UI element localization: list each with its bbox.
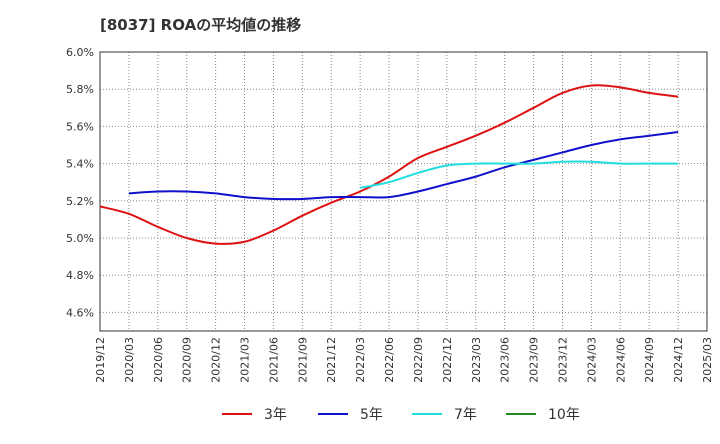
y-tick-label: 4.6% (66, 306, 94, 319)
y-tick-label: 5.8% (66, 83, 94, 96)
y-axis-ticks: 4.6% 4.8% 5.0% 5.2% 5.4% 5.6% 5.8% 6.0% (66, 46, 94, 319)
series-line-1 (128, 130, 679, 201)
x-tick-label: 2020/12 (210, 337, 223, 383)
series-lines (99, 84, 679, 245)
x-tick-label: 2023/06 (499, 337, 512, 383)
x-tick-label: 2019/12 (94, 337, 107, 383)
x-axis-ticks: 2019/12 2020/03 2020/06 2020/09 2020/12 2021/… (94, 337, 714, 383)
x-tick-label: 2021/12 (325, 337, 338, 383)
y-tick-label: 5.0% (66, 232, 94, 245)
legend-label-3: 10年 (548, 407, 580, 423)
x-tick-label: 2025/03 (701, 337, 714, 383)
x-tick-label: 2021/03 (239, 337, 252, 383)
x-tick-label: 2023/12 (556, 337, 569, 383)
x-tick-label: 2023/03 (470, 337, 483, 383)
x-tick-label: 2022/06 (383, 337, 396, 383)
x-tick-label: 2020/03 (123, 337, 136, 383)
legend-label-1: 5年 (360, 407, 383, 423)
chart-title: [8037] ROAの平均値の推移 (100, 16, 302, 34)
x-tick-label: 2020/06 (152, 337, 165, 383)
plot-frame (99, 51, 708, 332)
series-line-0 (99, 84, 679, 245)
x-tick-label: 2024/03 (585, 337, 598, 383)
x-tick-label: 2021/06 (267, 337, 280, 383)
x-tick-label: 2022/03 (354, 337, 367, 383)
legend-label-0: 3年 (264, 407, 287, 423)
x-tick-label: 2024/06 (614, 337, 627, 383)
x-tick-label: 2020/09 (181, 337, 194, 383)
legend: 3年 5年 7年 10年 (222, 407, 580, 423)
legend-label-2: 7年 (454, 407, 477, 423)
y-tick-label: 5.6% (66, 120, 94, 133)
y-tick-label: 4.8% (66, 269, 94, 282)
y-tick-label: 5.4% (66, 158, 94, 171)
series-line-2 (359, 160, 679, 189)
x-tick-label: 2022/12 (441, 337, 454, 383)
y-tick-label: 5.2% (66, 195, 94, 208)
x-tick-label: 2022/09 (412, 337, 425, 383)
grid (100, 52, 707, 331)
x-tick-label: 2024/09 (643, 337, 656, 383)
x-tick-label: 2021/09 (296, 337, 309, 383)
y-tick-label: 6.0% (66, 46, 94, 59)
x-tick-label: 2023/09 (528, 337, 541, 383)
x-tick-label: 2024/12 (672, 337, 685, 383)
